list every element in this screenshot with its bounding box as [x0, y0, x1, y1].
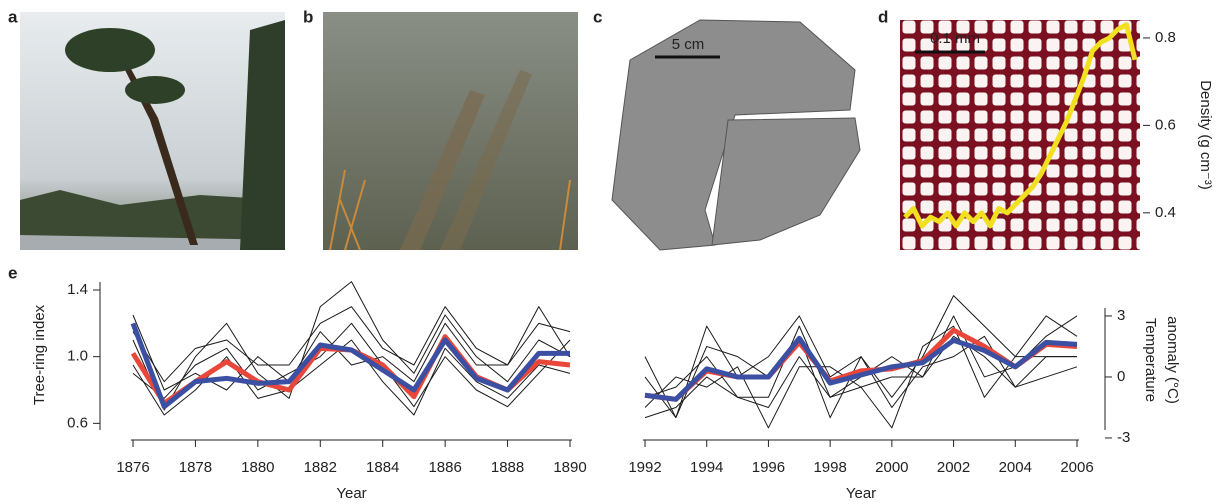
x-tick-label: 1890 — [553, 459, 586, 476]
y-axis-label: Temperature — [1142, 318, 1159, 402]
series-line — [644, 335, 1078, 402]
x-tick-label: 1886 — [428, 459, 461, 476]
series-line — [644, 325, 1077, 429]
series-line — [903, 22, 1138, 229]
x-tick-label: 2006 — [1060, 459, 1093, 476]
x-tick-label: 1882 — [304, 459, 337, 476]
y-tick-label: 0 — [1117, 368, 1125, 385]
y-axis-label: Tree-ring index — [31, 304, 48, 405]
x-tick-label: 1888 — [491, 459, 524, 476]
series-line — [130, 322, 570, 410]
panel-label: d — [878, 7, 888, 26]
y-tick-label: 1.4 — [67, 281, 88, 298]
x-tick-label: 1996 — [752, 459, 785, 476]
y-tick-label: 3 — [1117, 307, 1125, 324]
panel-label: a — [8, 7, 18, 26]
series-line — [132, 306, 571, 383]
photo-a — [20, 12, 285, 250]
scale-bar-label: 5 cm — [672, 36, 705, 53]
x-tick-label: 1876 — [116, 459, 149, 476]
x-tick-label: 2000 — [875, 459, 908, 476]
y-axis-label: Density (g cm⁻³) — [1197, 80, 1214, 190]
x-tick-label: 1884 — [366, 459, 399, 476]
x-tick-label: 1880 — [241, 459, 274, 476]
x-tick-label: 1994 — [690, 459, 723, 476]
y-axis-label: anomaly (°C) — [1164, 316, 1181, 404]
y-tick-label: 1.0 — [67, 348, 88, 365]
series-line — [132, 322, 571, 408]
photo-b — [323, 12, 578, 251]
y-tick-label: 0.8 — [1155, 29, 1176, 46]
panel-label: c — [593, 7, 602, 26]
y-tick-label: -3 — [1117, 429, 1130, 446]
x-tick-label: 2002 — [937, 459, 970, 476]
x-tick-label: 1878 — [179, 459, 212, 476]
series-line — [130, 334, 571, 406]
panel-label: e — [8, 263, 17, 282]
y-tick-label: 0.4 — [1155, 204, 1176, 221]
scale-bar-label: 0.1 mm — [930, 30, 980, 47]
y-tick-label: 0.6 — [1155, 116, 1176, 133]
panel-label: b — [303, 7, 313, 26]
x-tick-label: 1992 — [628, 459, 661, 476]
x-tick-label: 1998 — [813, 459, 846, 476]
x-axis-label: Year — [846, 485, 876, 502]
x-tick-label: 2004 — [999, 459, 1032, 476]
photo-c — [611, 19, 861, 251]
photo-d — [900, 20, 1140, 250]
y-tick-label: 0.6 — [67, 414, 88, 431]
x-axis-label: Year — [336, 485, 366, 502]
